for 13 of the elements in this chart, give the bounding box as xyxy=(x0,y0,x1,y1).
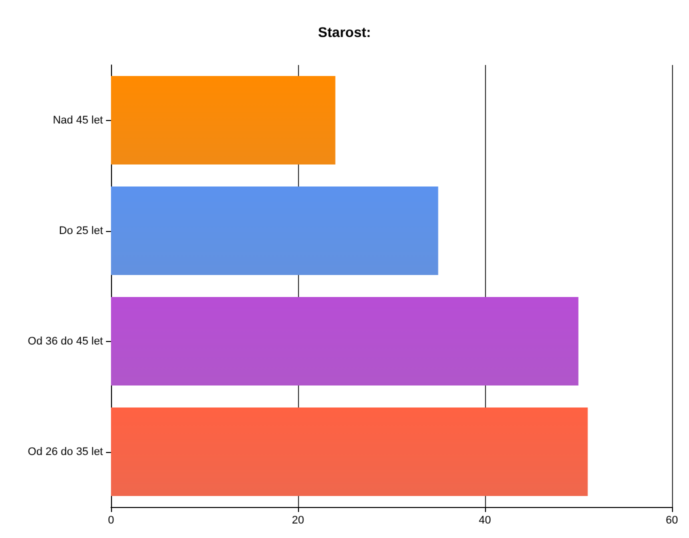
bar xyxy=(111,186,438,275)
y-tick-label: Do 25 let xyxy=(58,224,103,237)
bar xyxy=(111,408,588,496)
x-tick-label: 0 xyxy=(108,514,114,526)
bar xyxy=(111,76,336,164)
y-tick-label: Od 26 do 35 let xyxy=(28,446,103,458)
x-tick-label: 40 xyxy=(478,514,492,526)
y-tick-label: Nad 45 let xyxy=(52,114,103,126)
bar xyxy=(111,297,578,386)
x-tick-label: 60 xyxy=(666,514,678,526)
x-tick-label: 20 xyxy=(292,514,304,526)
chart-title: Starost: xyxy=(318,24,371,40)
y-tick-label: Od 36 do 45 let xyxy=(28,335,103,348)
